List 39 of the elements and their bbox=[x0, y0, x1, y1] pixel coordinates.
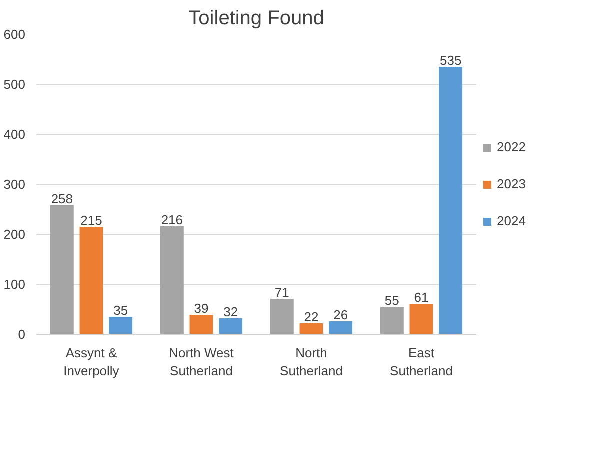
y-tick-label: 300 bbox=[4, 177, 26, 192]
data-label: 258 bbox=[51, 192, 74, 206]
data-label: 535 bbox=[440, 53, 462, 68]
data-label: 215 bbox=[80, 213, 102, 228]
data-label: 216 bbox=[161, 212, 184, 228]
data-label: 55 bbox=[384, 293, 400, 308]
data-label: 22 bbox=[304, 310, 319, 324]
x-tick-label: North Sutherland bbox=[280, 346, 343, 378]
bar bbox=[160, 226, 184, 334]
y-tick-label: 600 bbox=[4, 27, 26, 42]
bar bbox=[219, 318, 243, 334]
bar bbox=[50, 206, 74, 334]
x-tick-label: East Sutherland bbox=[390, 346, 453, 378]
bar bbox=[410, 304, 434, 334]
bar bbox=[109, 317, 133, 334]
y-tick-label: 200 bbox=[4, 227, 26, 242]
legend-label: 2024 bbox=[497, 214, 527, 228]
x-tick-label: North West Sutherland bbox=[169, 346, 234, 378]
data-label: 35 bbox=[114, 303, 128, 318]
data-label: 61 bbox=[414, 290, 429, 305]
x-tick-label: Assynt & Inverpolly bbox=[64, 346, 120, 378]
data-label: 71 bbox=[274, 285, 290, 300]
y-tick-label: 0 bbox=[18, 327, 26, 342]
y-tick-label: 100 bbox=[4, 277, 26, 292]
bar bbox=[80, 227, 104, 334]
data-label: 32 bbox=[224, 304, 238, 320]
legend-label: 2022 bbox=[497, 140, 527, 154]
y-tick-label: 500 bbox=[4, 77, 26, 92]
bar bbox=[300, 324, 324, 334]
bar bbox=[270, 299, 294, 334]
bar bbox=[439, 67, 463, 334]
bar bbox=[329, 322, 353, 334]
chart-title: Toileting Found bbox=[188, 8, 324, 30]
bar bbox=[190, 315, 214, 334]
data-label: 26 bbox=[334, 308, 348, 322]
data-label: 39 bbox=[194, 301, 209, 316]
bar bbox=[380, 307, 404, 334]
y-tick-label: 400 bbox=[4, 127, 26, 142]
legend-label: 2023 bbox=[497, 176, 527, 192]
